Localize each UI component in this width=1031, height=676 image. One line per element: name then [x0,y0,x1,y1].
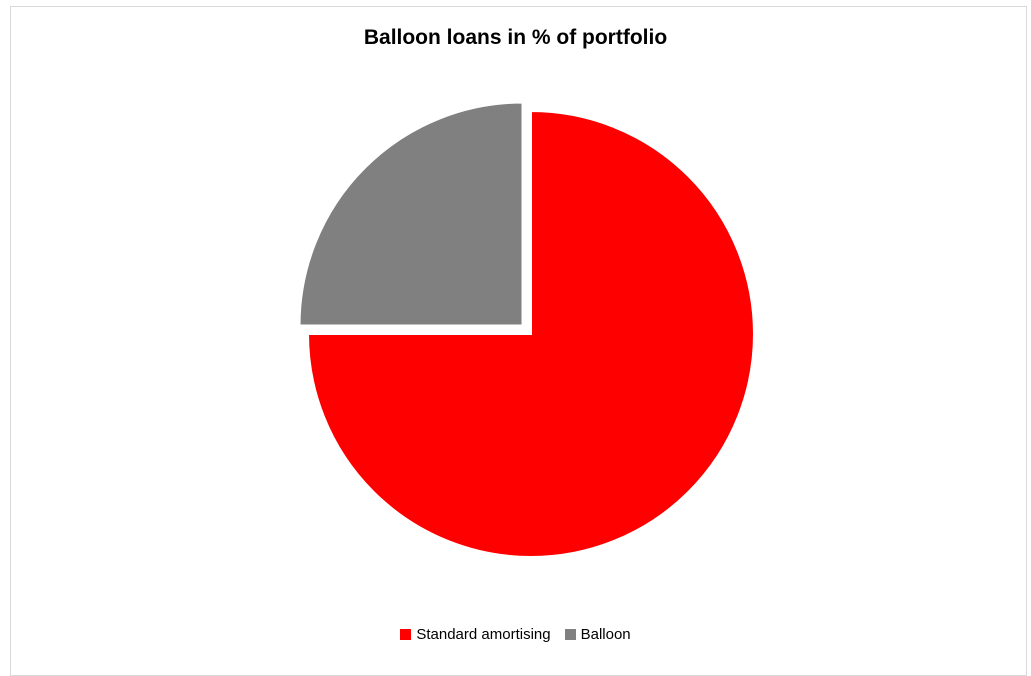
legend-entry: Standard amortising [400,626,551,643]
legend-swatch [400,629,412,640]
pie-slice-standard-amortising [306,109,755,558]
pie-slice-balloon [298,101,524,327]
legend: Standard amortising Balloon [0,626,1031,643]
pie-chart [298,101,755,558]
legend-label: Standard amortising [416,626,551,643]
legend-swatch [564,629,576,640]
legend-entry: Balloon [564,626,631,643]
chart-title: Balloon loans in % of portfolio [363,26,668,49]
legend-label: Balloon [580,626,631,643]
